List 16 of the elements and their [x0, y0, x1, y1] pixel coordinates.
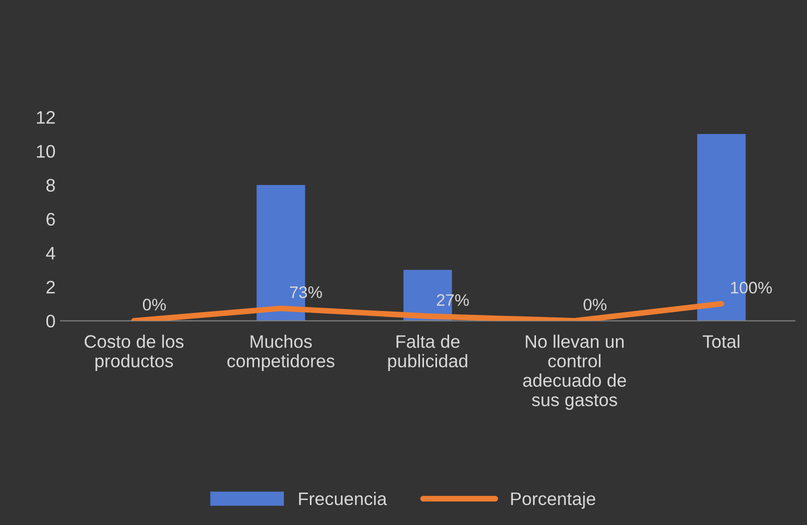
y-tick-label: 10	[36, 144, 55, 158]
y-tick-label: 12	[36, 111, 55, 124]
legend-label: Porcentaje	[511, 492, 596, 509]
x-tick-label: Falta de publicidad	[388, 334, 468, 371]
data-label: 0%	[142, 298, 166, 311]
y-tick-label: 8	[46, 178, 55, 192]
x-tick-label: Muchos competidores	[227, 334, 334, 371]
legend-label: Frecuencia	[299, 492, 387, 506]
y-tick-label: 2	[46, 280, 55, 294]
x-tick-label: Costo de los productos	[84, 334, 184, 371]
y-tick-label: 6	[46, 212, 55, 226]
data-label: 0%	[584, 298, 606, 311]
y-tick-label: 4	[46, 246, 56, 260]
x-tick-label: Total	[702, 334, 740, 348]
y-tick-label: 0	[46, 314, 55, 328]
x-tick-label: No llevan un control adecuado de sus gastos	[523, 334, 626, 410]
